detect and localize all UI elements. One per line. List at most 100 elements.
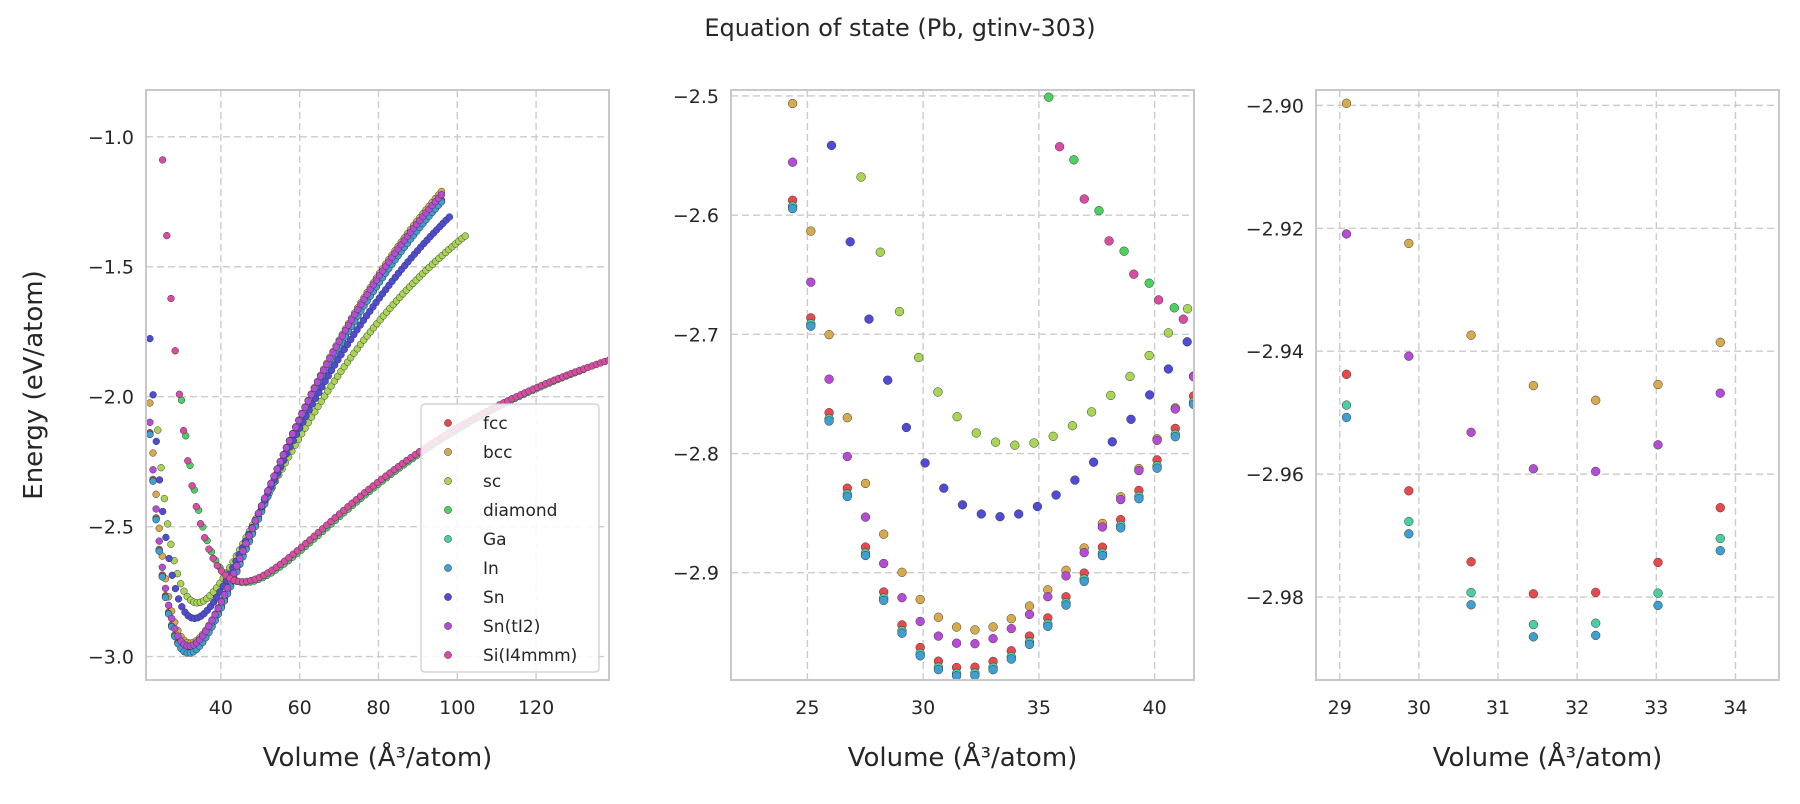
panel-full-range: 40 60 80 100 120 −3.0 −2.5 −2.0 −1.5 −1.0 Volume (… [19,89,610,773]
data-point [1069,155,1079,165]
data-point [155,537,163,545]
data-point [461,232,469,240]
data-point [160,494,169,503]
data-point [437,191,446,199]
data-point [864,314,874,324]
data-point [341,326,350,335]
data-point [897,593,907,603]
data-point [1116,494,1126,505]
data-point [155,524,163,532]
legend: fcc bcc sc diamond Ga In Sn Sn(tI2) Si(I4mmm) [420,403,600,673]
data-point [860,478,871,489]
data-point [1006,614,1016,624]
data-point [261,494,269,502]
data-point [1152,435,1162,445]
data-point [1653,379,1663,390]
data-point [149,477,157,485]
data-point [939,483,949,493]
data-point [180,587,188,595]
data-point [1107,437,1117,447]
data-point [242,539,250,548]
data-point [856,172,866,182]
data-point [211,611,219,619]
data-point [806,277,816,287]
legend-label: Si(I4mmm) [483,646,577,666]
data-point [248,524,256,532]
y-tick-label: −2.98 [1246,587,1304,609]
data-point [1182,337,1192,347]
data-point [217,598,225,606]
data-point [952,412,962,422]
data-point [304,397,312,405]
data-point [988,633,998,644]
data-point [1144,278,1154,288]
data-point [196,520,205,528]
data-point [1715,337,1725,347]
legend-marker [444,477,452,485]
data-point [165,554,173,563]
data-point [860,550,871,561]
data-point [174,595,183,603]
data-point [824,374,834,384]
data-point [1528,632,1539,642]
x-tick-label: 40 [209,697,233,719]
data-point [1051,490,1061,500]
data-point [1029,438,1039,448]
data-point [213,561,221,570]
data-point [1119,246,1129,256]
data-point [223,584,232,592]
data-point [1067,421,1078,431]
panel-zoom-mid: 25 30 35 40 −2.9 −2.8 −2.7 −2.6 −2.5 Volume (Å³/a… [673,78,1195,773]
data-point [168,571,176,579]
data-point [257,502,266,510]
data-point [1341,412,1352,423]
data-point [251,517,260,525]
data-point [239,547,247,555]
data-point [1528,589,1539,599]
data-point [970,625,980,635]
data-point [208,616,216,625]
data-point [1031,78,1040,87]
data-point [1061,571,1071,581]
y-axis-label: Energy (eV/atom) [19,270,49,499]
data-point [1528,619,1539,630]
data-point [161,593,170,602]
axes-frame [1315,89,1780,681]
data-point [1715,503,1725,513]
data-point [307,391,315,399]
data-point [901,422,912,433]
data-point [1466,427,1476,437]
data-point [1528,380,1539,391]
legend-label: bcc [483,443,512,463]
data-point [233,562,241,570]
data-points [1341,98,1779,642]
legend-label: Sn(tI2) [483,617,540,637]
y-tick-label: −2.92 [1246,218,1304,240]
data-point [1653,440,1663,450]
data-point [155,547,163,555]
x-tick-label: 32 [1565,697,1589,719]
data-point [205,622,213,630]
data-point [988,622,998,632]
data-point [1097,522,1108,532]
data-point [1528,464,1539,474]
data-point [167,540,175,548]
data-point [1061,600,1071,610]
data-point [1048,431,1058,441]
legend-label: diamond [483,501,557,521]
data-point [270,472,278,480]
data-point [915,651,925,661]
y-tick-label: −2.5 [88,517,134,539]
data-point [879,558,889,569]
data-point [318,383,326,391]
data-point [285,437,294,445]
data-point [201,534,209,542]
data-point [1163,328,1174,338]
data-point [177,580,185,588]
y-tick-label: −2.90 [1246,95,1304,117]
data-point [149,391,157,399]
data-point [1024,609,1035,620]
data-point [335,337,343,346]
data-point [157,464,165,472]
x-tick-label: 31 [1486,697,1510,719]
